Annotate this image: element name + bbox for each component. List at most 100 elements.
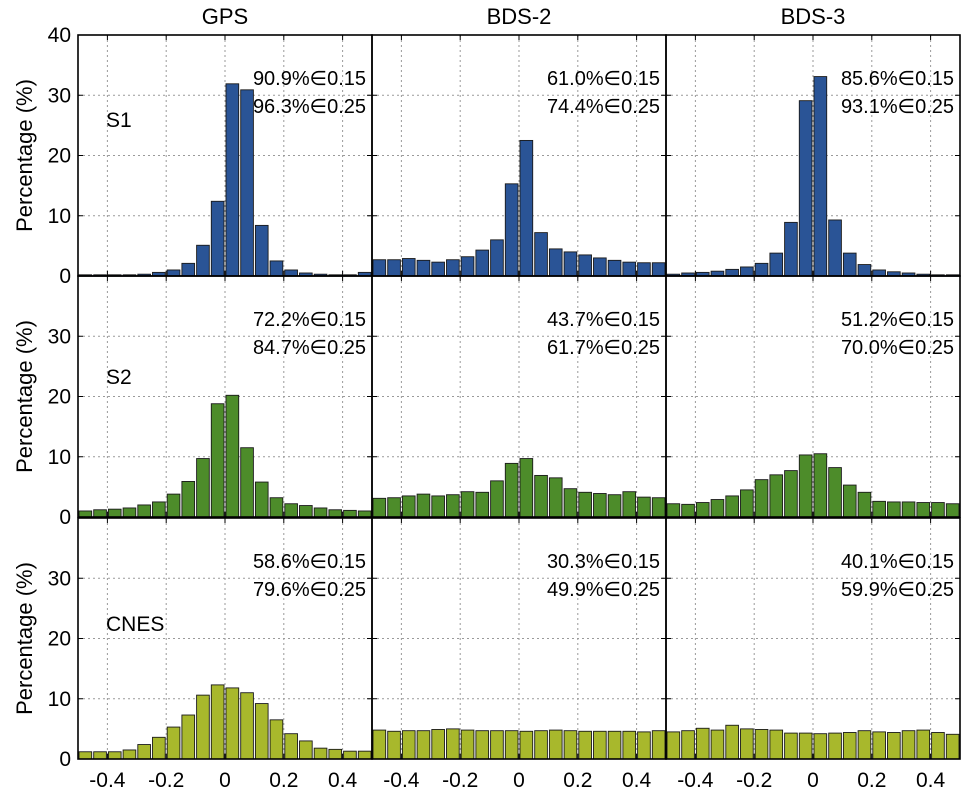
histogram-bar — [313, 747, 328, 760]
histogram-bar — [637, 262, 651, 277]
histogram-bar — [593, 493, 607, 518]
histogram-bar — [460, 256, 475, 277]
y-tick-label: 10 — [48, 688, 71, 711]
histogram-bar — [578, 730, 592, 760]
histogram-bar — [857, 264, 872, 277]
y-tick-label: 30 — [48, 325, 71, 348]
stat-annotation-015: 61.0%∈0.15 — [547, 68, 660, 90]
histogram-bar — [798, 100, 813, 277]
histogram-bar — [152, 501, 166, 518]
stat-annotation-015: 72.2%∈0.15 — [253, 309, 366, 331]
histogram-bar — [446, 728, 460, 760]
histogram-bar — [181, 481, 196, 518]
histogram-bar — [754, 262, 769, 277]
stat-annotation-025: 96.3%∈0.25 — [253, 96, 366, 118]
histogram-bar — [931, 502, 945, 518]
x-tick-label: 0.2 — [857, 769, 886, 792]
y-axis-label: Percentage (%) — [12, 562, 37, 715]
histogram-bar — [578, 254, 592, 277]
histogram-bar — [813, 733, 828, 760]
histogram-bar — [93, 509, 107, 518]
x-tick-label: 0.4 — [622, 769, 652, 792]
stat-annotation-015: 30.3%∈0.15 — [547, 551, 660, 573]
histogram-bar — [740, 728, 754, 760]
histogram-bar — [813, 453, 828, 518]
histogram-bar — [578, 491, 592, 518]
histogram-bar — [460, 729, 475, 760]
histogram-bar — [137, 744, 151, 760]
stat-annotation-015: 43.7%∈0.15 — [547, 309, 660, 331]
histogram-bar — [916, 729, 931, 760]
histogram-bar — [431, 495, 445, 518]
histogram-bar — [916, 502, 931, 518]
histogram-bar — [196, 694, 210, 760]
histogram-bar — [210, 403, 225, 518]
histogram-bar — [504, 730, 519, 760]
histogram-bar — [372, 497, 387, 518]
histogram-bar — [107, 508, 122, 518]
histogram-bar — [754, 479, 769, 518]
y-tick-label: 20 — [48, 386, 71, 409]
histogram-bar — [416, 730, 431, 760]
x-tick-label: -0.4 — [89, 769, 126, 792]
stat-annotation-015: 85.6%∈0.15 — [841, 68, 954, 90]
histogram-bar — [651, 497, 666, 518]
stat-annotation-025: 84.7%∈0.25 — [253, 337, 366, 359]
histogram-bar — [431, 261, 445, 277]
histogram-bar — [798, 732, 813, 760]
histogram-bar — [828, 467, 842, 518]
x-tick-label: 0.4 — [328, 769, 358, 792]
x-tick-label: 0 — [513, 769, 525, 792]
histogram-bar — [534, 730, 548, 760]
histogram-bar — [945, 503, 960, 518]
histogram-bar — [666, 503, 681, 518]
histogram-bar — [416, 259, 431, 277]
panel-s2-bds-2: 43.7%∈0.15 61.7%∈0.25 — [371, 275, 667, 518]
histogram-bar — [857, 730, 872, 760]
histogram-bar — [254, 703, 269, 760]
histogram-bar — [240, 692, 254, 760]
histogram-bar — [475, 730, 490, 760]
histogram-bar — [284, 733, 298, 760]
histogram-bar — [622, 261, 637, 277]
y-tick-label: 40 — [48, 24, 71, 47]
x-tick-label: 0 — [219, 769, 231, 792]
row-label-s1: S1 — [106, 109, 132, 132]
histogram-bar — [828, 732, 842, 760]
histogram-bar — [357, 510, 372, 518]
histogram-bar — [519, 139, 534, 277]
x-tick-label: 0.4 — [916, 769, 946, 792]
histogram-bar — [563, 251, 578, 277]
histogram-bar — [651, 262, 666, 277]
histogram-bar — [593, 257, 607, 277]
histogram-bar — [78, 510, 93, 518]
stat-annotation-025: 59.9%∈0.25 — [841, 579, 954, 601]
histogram-bar — [107, 751, 122, 760]
panel-s2-bds-3: 51.2%∈0.15 70.0%∈0.25 — [665, 275, 961, 518]
histogram-bar — [857, 491, 872, 518]
histogram-bar — [828, 219, 842, 277]
histogram-bar — [725, 268, 739, 277]
histogram-bar — [137, 504, 151, 518]
stat-annotation-015: 90.9%∈0.15 — [253, 68, 366, 90]
histogram-bar — [225, 83, 240, 277]
histogram-bar — [725, 724, 739, 760]
histogram-bar — [269, 719, 284, 760]
histogram-bar — [593, 730, 607, 760]
histogram-bar — [607, 730, 622, 760]
x-tick-label: 0 — [807, 769, 819, 792]
histogram-bar — [357, 750, 372, 760]
histogram-bar — [784, 470, 798, 518]
y-axis-label: Percentage (%) — [12, 79, 37, 232]
histogram-bar — [519, 458, 534, 518]
histogram-bar — [651, 730, 666, 760]
histogram-bar — [446, 494, 460, 518]
histogram-bar — [842, 484, 857, 518]
histogram-bar — [842, 732, 857, 760]
histogram-bar — [475, 249, 490, 277]
histogram-bar — [343, 750, 357, 760]
histogram-bar — [225, 687, 240, 760]
histogram-bar — [637, 731, 651, 760]
histogram-bar — [284, 503, 298, 518]
x-tick-label: 0.2 — [563, 769, 592, 792]
